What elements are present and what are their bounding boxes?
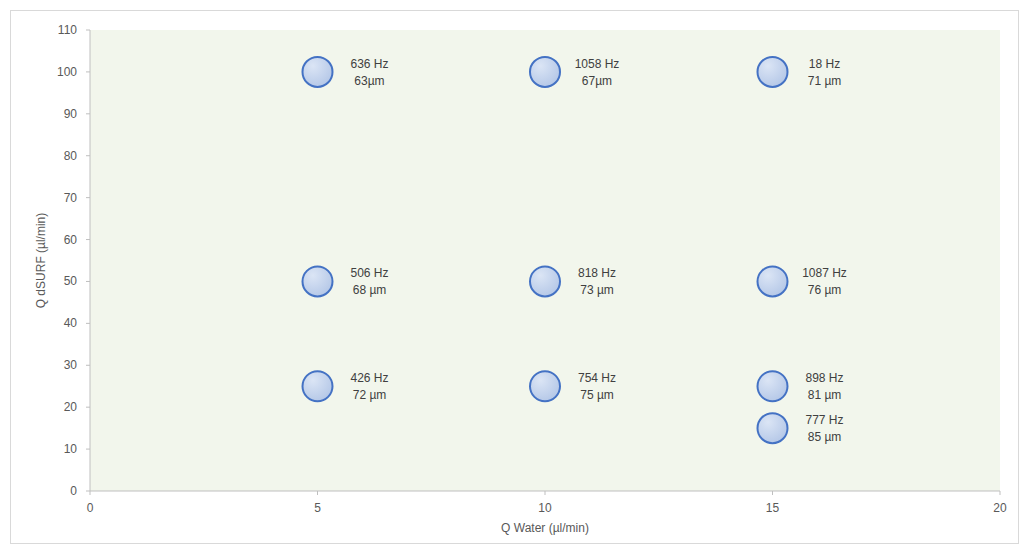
y-axis-title: Q dSURF (µl/min) (34, 213, 48, 309)
y-tick (86, 491, 90, 492)
frequency-label: 18 Hz (809, 57, 840, 71)
x-tick (772, 491, 773, 495)
frequency-label: 636 Hz (350, 57, 388, 71)
x-tick-label: 0 (87, 501, 94, 515)
x-tick-label: 5 (314, 501, 321, 515)
y-tick-label: 70 (64, 191, 78, 205)
frequency-label: 1058 Hz (575, 57, 620, 71)
x-tick-label: 20 (993, 501, 1007, 515)
point-labels: 636 Hz 63µm 1058 Hz 67µm 18 Hz 71 µm 506 Hz 68 … (350, 57, 846, 444)
y-tick-label: 30 (64, 358, 78, 372)
point (758, 413, 788, 443)
frequency-label: 426 Hz (350, 371, 388, 385)
y-tick-label: 110 (58, 23, 77, 37)
x-tick-label: 10 (538, 501, 552, 515)
point (530, 57, 560, 87)
diameter-label: 85 µm (808, 430, 842, 444)
point (530, 371, 560, 401)
y-tick (86, 449, 90, 450)
y-tick-label: 100 (57, 65, 77, 79)
frequency-label: 777 Hz (805, 413, 843, 427)
point (303, 266, 333, 296)
y-tick (86, 113, 90, 114)
frequency-label: 1087 Hz (802, 266, 847, 280)
point (758, 57, 788, 87)
y-tick (86, 323, 90, 324)
y-axis (90, 30, 91, 491)
frequency-label: 506 Hz (350, 266, 388, 280)
x-axis-title: Q Water (µl/min) (501, 521, 589, 535)
point (758, 371, 788, 401)
diameter-label: 68 µm (353, 283, 387, 297)
y-tick (86, 281, 90, 282)
y-tick-label: 90 (64, 107, 78, 121)
y-tick-label: 80 (64, 149, 78, 163)
y-tick-label: 10 (64, 442, 78, 456)
y-tick-label: 0 (70, 484, 77, 498)
diameter-label: 81 µm (808, 388, 842, 402)
diameter-label: 63µm (354, 74, 384, 88)
point (530, 266, 560, 296)
y-tick (86, 155, 90, 156)
points (303, 57, 788, 443)
point (758, 266, 788, 296)
y-tick-label: 60 (64, 233, 78, 247)
x-axis (90, 491, 1000, 492)
y-tick (86, 407, 90, 408)
frequency-label: 898 Hz (805, 371, 843, 385)
diameter-label: 71 µm (808, 74, 842, 88)
diameter-label: 75 µm (580, 388, 614, 402)
chart: 0 10 20 30 40 50 60 70 80 90 100 110 0 5 10 15 20 Q Water… (0, 0, 1029, 554)
y-tick (86, 197, 90, 198)
y-tick-label: 50 (64, 274, 78, 288)
diameter-label: 67µm (582, 74, 612, 88)
y-tick (86, 30, 90, 31)
diameter-label: 73 µm (580, 283, 614, 297)
y-tick (86, 71, 90, 72)
y-tick-label: 40 (64, 316, 78, 330)
y-tick (86, 365, 90, 366)
x-tick (90, 491, 91, 495)
diameter-label: 72 µm (353, 388, 387, 402)
diameter-label: 76 µm (808, 283, 842, 297)
plot-area (90, 30, 1000, 491)
y-tick-label: 20 (64, 400, 78, 414)
frequency-label: 818 Hz (578, 266, 616, 280)
x-tick (1000, 491, 1001, 495)
chart-frame (11, 11, 1019, 544)
point (303, 57, 333, 87)
y-tick (86, 239, 90, 240)
x-tick-label: 15 (766, 501, 780, 515)
x-tick (545, 491, 546, 495)
point (303, 371, 333, 401)
frequency-label: 754 Hz (578, 371, 616, 385)
x-tick (317, 491, 318, 495)
